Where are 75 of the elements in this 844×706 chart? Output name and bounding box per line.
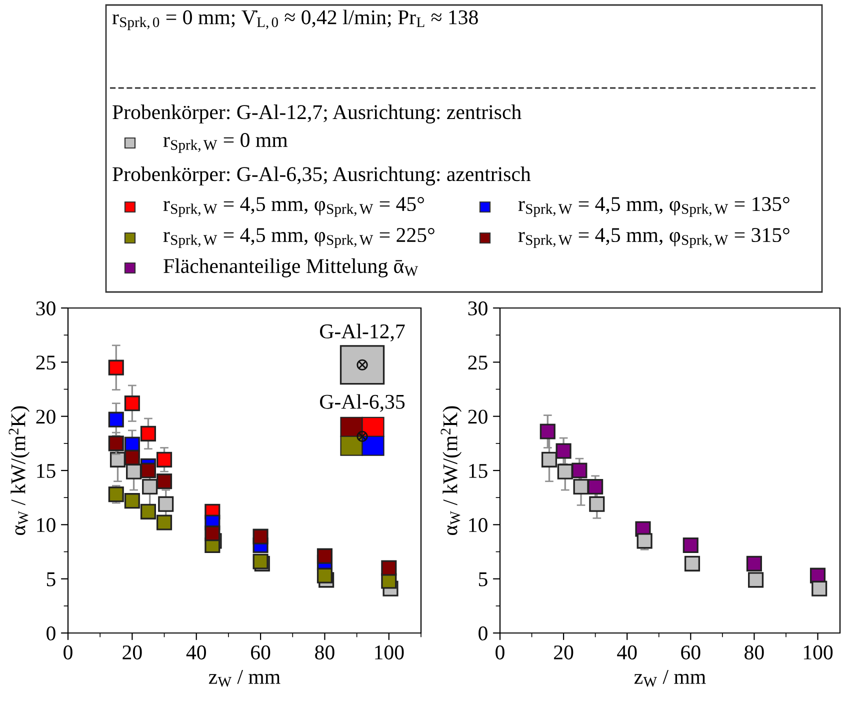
point [682,537,698,554]
y-tick-label: 20 [36,410,56,424]
point [588,478,604,495]
point [572,462,588,478]
point [556,443,572,459]
text: r$_{Sprk,0}$ = 0 mm; V̇$_{L,0}$ ≈ 0,42 l/min; Pr$_{L}$ ≈ 138 [112,10,478,30]
point [108,412,124,428]
x-tick-label: 60 [681,645,700,660]
point [204,526,220,542]
point [589,496,605,512]
y-tick-label: 25 [36,356,56,370]
legend-label: r$_{Sprk,W}$ = 4,5 mm, φ$_{Sprk,W}$ = 225° [163,228,434,248]
x-tick-label: 0 [64,645,72,660]
y-tick-label: 30 [468,301,488,316]
point [684,556,700,572]
point [812,580,828,596]
point [156,514,172,530]
point [142,478,158,495]
point [110,452,126,468]
y-tick-label: 20 [468,410,488,424]
point [746,556,762,572]
x-axis-title: z$_{W}$ / mm [208,670,280,687]
y-tick-label: 15 [37,464,56,478]
point [124,396,140,412]
point [140,426,156,442]
point [540,424,556,440]
x-tick-label: 80 [744,645,764,660]
y-axis-title: α$_{W}$ / kW/(m$^{2}$K) [8,406,30,536]
y-tick-label: 0 [478,626,488,640]
point [381,560,397,576]
y-tick-label: 5 [478,572,488,586]
y-axis-title: α$_{W}$ / kW/(m$^{2}$K) [440,406,462,536]
annotation: G-Al-12,7 [320,324,405,342]
legend-label: r$_{Sprk,W}$ = 0 mm [163,133,288,153]
point [573,478,589,495]
x-tick-label: 60 [251,645,270,660]
x-tick-label: 20 [122,645,142,660]
x-axis-title: z$_{W}$ / mm [634,670,706,687]
point [156,452,172,468]
y-tick-label: 15 [469,464,488,478]
legend-label: r$_{Sprk,W}$ = 4,5 mm, φ$_{Sprk,W}$ = 135° [518,197,790,217]
x-tick-label: 20 [554,645,574,660]
y-tick-label: 25 [468,356,488,370]
point [636,533,652,549]
legend-label: r$_{Sprk,W}$ = 4,5 mm, φ$_{Sprk,W}$ = 45° [163,197,424,217]
y-tick-label: 10 [37,518,56,532]
legend-label: Flächenanteilige Mittelung ᾱ$_{W}$ [164,258,418,278]
y-tick-label: 5 [46,572,56,586]
y-tick-label: 10 [469,518,488,532]
point [316,568,333,584]
point [156,474,172,490]
point [158,496,174,512]
legend-label: r$_{Sprk,W}$ = 4,5 mm, φ$_{Sprk,W}$ = 315° [518,228,790,248]
point [124,493,140,509]
x-tick-label: 0 [496,645,504,660]
x-tick-label: 80 [315,645,334,660]
text: Probenkörper: G-Al-12,7; Ausrichtung: zentrisch [112,104,522,124]
y-tick-label: 30 [36,301,56,316]
x-tick-label: 40 [186,645,206,660]
point [124,450,140,466]
annotation: G-Al-6,35 [320,394,405,412]
point [557,464,573,480]
point [541,452,558,468]
point [316,548,333,564]
x-tick-label: 100 [804,645,833,660]
point [140,504,156,520]
point [140,462,156,478]
y-tick-label: 0 [46,626,56,640]
point [108,360,124,376]
point [108,486,124,502]
text: Probenkörper: G-Al-6,35; Ausrichtung: azentrisch [112,166,531,186]
x-tick-label: 40 [617,645,637,660]
point [252,528,268,544]
point [748,572,764,588]
x-tick-label: 100 [375,645,404,660]
